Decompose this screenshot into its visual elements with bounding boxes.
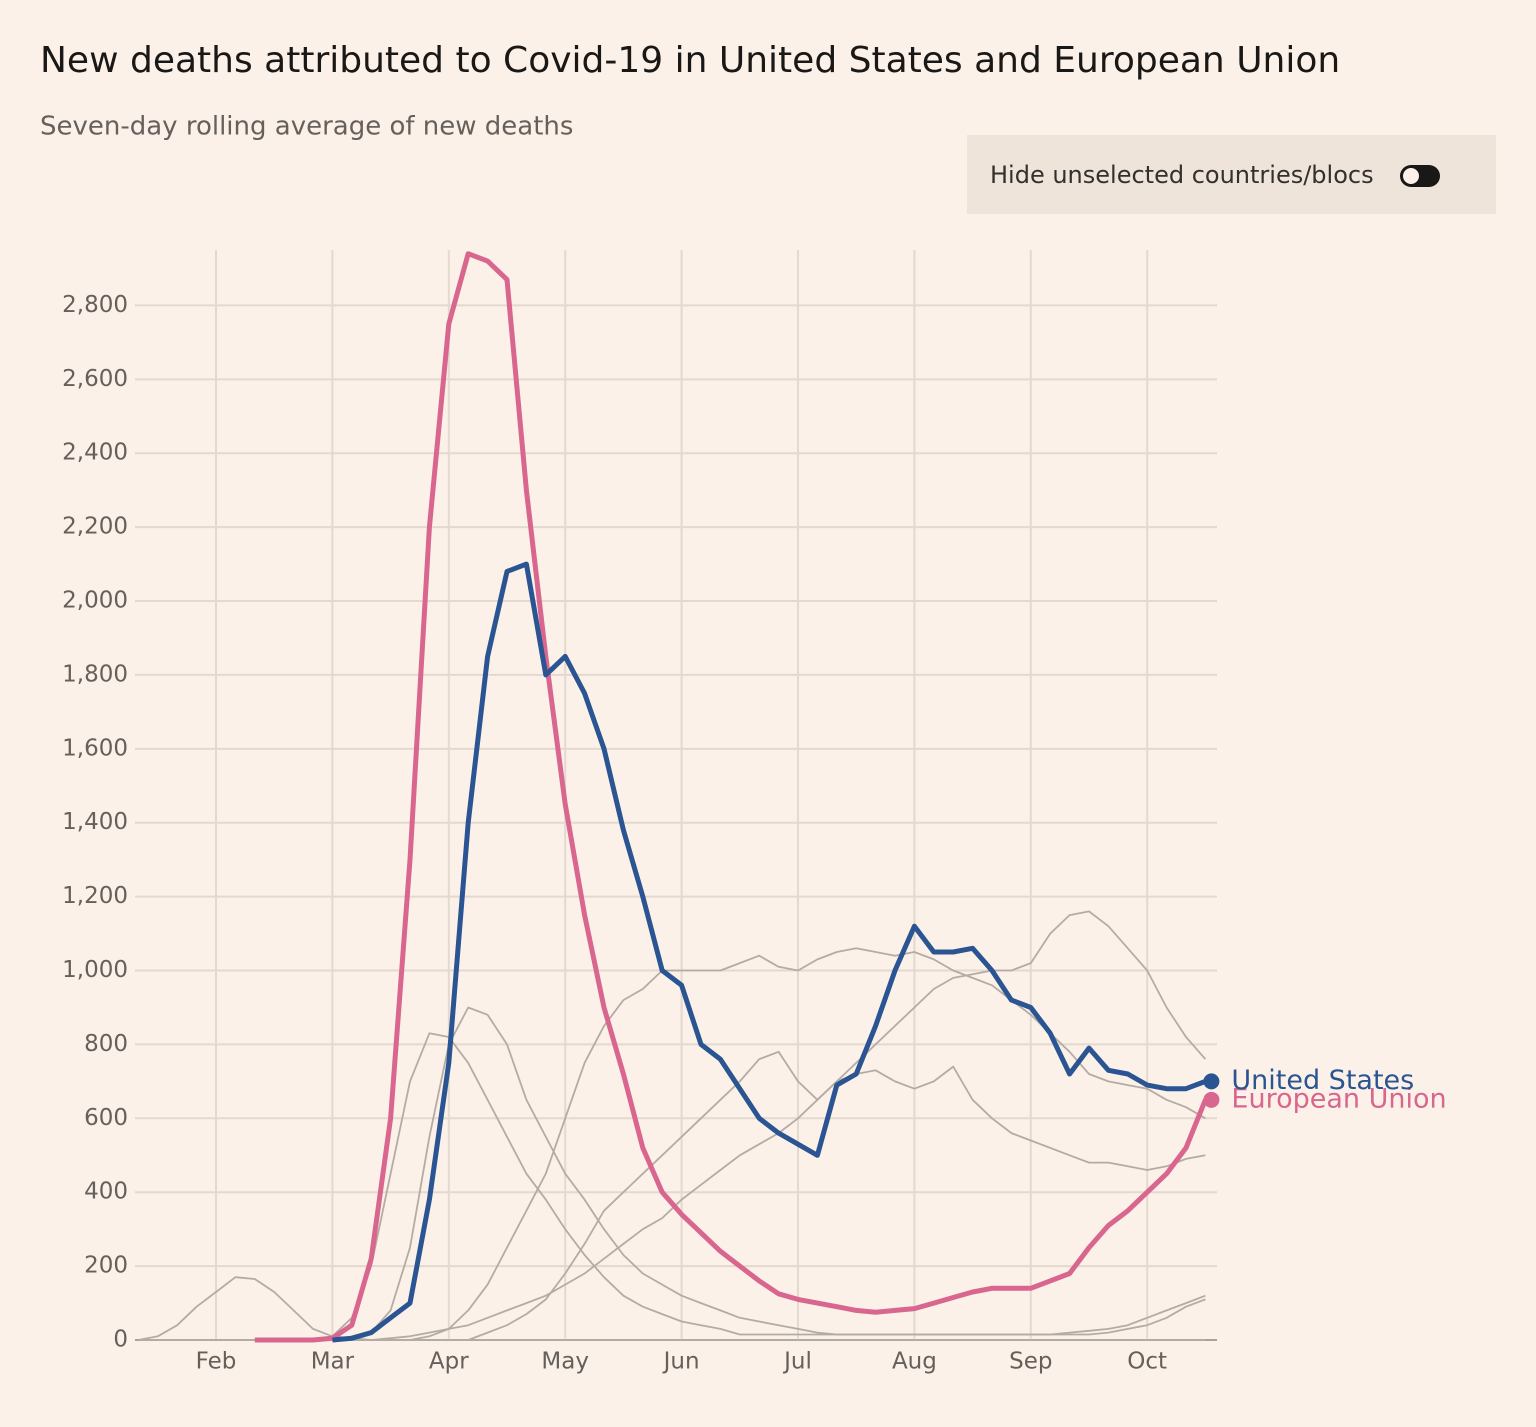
y-tick-label: 2,200 — [62, 514, 128, 540]
y-tick-label: 600 — [84, 1105, 128, 1131]
x-tick-label: Mar — [311, 1349, 355, 1375]
end-dot — [1203, 1091, 1220, 1108]
x-tick-label: Sep — [1009, 1349, 1052, 1375]
series-label: European Union — [1231, 1083, 1446, 1114]
y-tick-label: 200 — [84, 1253, 128, 1279]
x-tick-label: May — [541, 1349, 589, 1375]
y-tick-label: 1,000 — [62, 957, 128, 983]
x-tick-label: Oct — [1127, 1349, 1167, 1375]
y-tick-label: 1,200 — [62, 883, 128, 909]
x-tick-label: Feb — [196, 1349, 237, 1375]
y-tick-label: 2,800 — [62, 292, 128, 318]
y-tick-label: 2,400 — [62, 440, 128, 466]
end-dot — [1203, 1073, 1220, 1090]
y-tick-label: 400 — [84, 1179, 128, 1205]
y-tick-label: 0 — [113, 1327, 128, 1353]
toggle-control[interactable]: Hide unselected countries/blocs — [967, 135, 1496, 214]
y-tick-label: 1,800 — [62, 661, 128, 687]
y-tick-label: 1,400 — [62, 809, 128, 835]
series-line — [254, 251, 1208, 1343]
toggle-knob[interactable] — [1403, 168, 1419, 184]
x-tick-label: Apr — [429, 1349, 469, 1375]
background-line — [138, 1276, 1206, 1341]
series-label: United States — [1231, 1065, 1414, 1096]
y-tick-label: 800 — [84, 1031, 128, 1057]
chart-title: New deaths attributed to Covid-19 in Uni… — [40, 40, 1340, 81]
chart-subtitle: Seven-day rolling average of new deaths — [40, 112, 573, 142]
x-tick-label: Aug — [892, 1349, 937, 1375]
y-tick-label: 1,600 — [62, 735, 128, 761]
x-tick-label: Jun — [662, 1349, 700, 1375]
x-tick-label: Jul — [782, 1349, 812, 1375]
series-line — [332, 561, 1207, 1343]
toggle-label[interactable]: Hide unselected countries/blocs — [990, 161, 1374, 189]
y-tick-label: 2,000 — [62, 588, 128, 614]
y-tick-label: 2,600 — [62, 366, 128, 392]
